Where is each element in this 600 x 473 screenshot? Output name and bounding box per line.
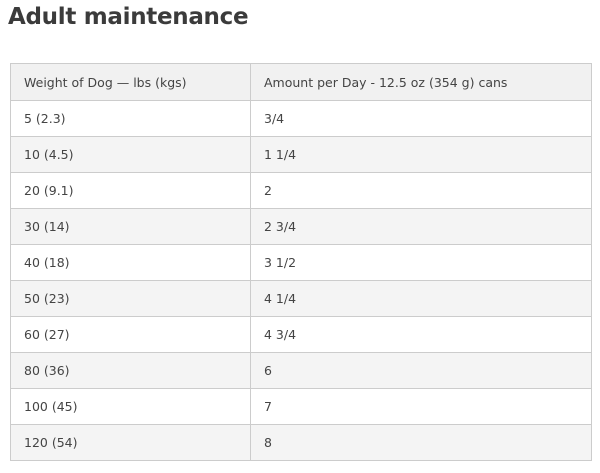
amount-cell: 8: [250, 424, 592, 461]
table-row: 60 (27) 4 3/4: [10, 316, 592, 353]
amount-cell: 3 1/2: [250, 244, 592, 281]
weight-cell: 100 (45): [10, 388, 251, 425]
amount-cell: 4 3/4: [250, 316, 592, 353]
amount-cell: 6: [250, 352, 592, 389]
weight-cell: 50 (23): [10, 280, 251, 317]
weight-cell: 80 (36): [10, 352, 251, 389]
table-row: 80 (36) 6: [10, 352, 592, 389]
column-header-weight: Weight of Dog — lbs (kgs): [10, 63, 251, 101]
weight-cell: 60 (27): [10, 316, 251, 353]
amount-cell: 3/4: [250, 100, 592, 137]
table-row: 20 (9.1) 2: [10, 172, 592, 209]
amount-cell: 2 3/4: [250, 208, 592, 245]
table-row: 40 (18) 3 1/2: [10, 244, 592, 281]
table-row: 120 (54) 8: [10, 424, 592, 461]
weight-cell: 120 (54): [10, 424, 251, 461]
weight-cell: 40 (18): [10, 244, 251, 281]
amount-cell: 7: [250, 388, 592, 425]
page-title: Adult maintenance: [8, 4, 249, 30]
weight-cell: 10 (4.5): [10, 136, 251, 173]
table-row: 50 (23) 4 1/4: [10, 280, 592, 317]
feeding-table: Weight of Dog — lbs (kgs) Amount per Day…: [10, 63, 592, 461]
table-row: 100 (45) 7: [10, 388, 592, 425]
amount-cell: 1 1/4: [250, 136, 592, 173]
table-row: 30 (14) 2 3/4: [10, 208, 592, 245]
column-header-amount: Amount per Day - 12.5 oz (354 g) cans: [250, 63, 592, 101]
table-row: 10 (4.5) 1 1/4: [10, 136, 592, 173]
amount-cell: 2: [250, 172, 592, 209]
weight-cell: 30 (14): [10, 208, 251, 245]
weight-cell: 5 (2.3): [10, 100, 251, 137]
table-header-row: Weight of Dog — lbs (kgs) Amount per Day…: [10, 63, 592, 101]
weight-cell: 20 (9.1): [10, 172, 251, 209]
amount-cell: 4 1/4: [250, 280, 592, 317]
table-row: 5 (2.3) 3/4: [10, 100, 592, 137]
